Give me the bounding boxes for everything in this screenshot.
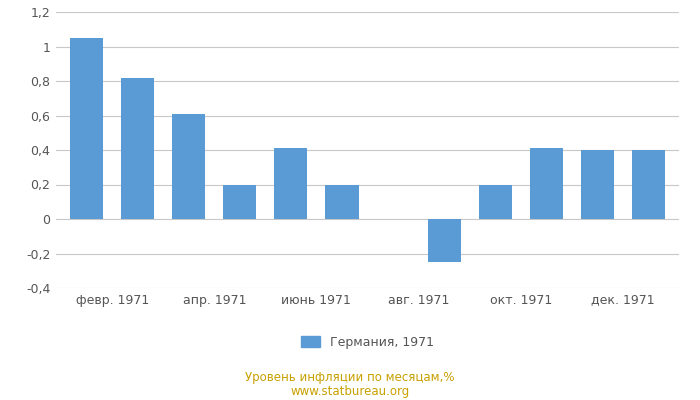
Bar: [172, 114, 205, 219]
Bar: [223, 184, 256, 219]
Bar: [274, 148, 307, 219]
Text: Уровень инфляции по месяцам,%: Уровень инфляции по месяцам,%: [245, 372, 455, 384]
Text: www.statbureau.org: www.statbureau.org: [290, 385, 410, 398]
Bar: [121, 78, 154, 219]
Bar: [428, 219, 461, 262]
Bar: [581, 150, 614, 219]
Bar: [632, 150, 665, 219]
Bar: [530, 148, 563, 219]
Legend: Германия, 1971: Германия, 1971: [301, 336, 434, 349]
Bar: [326, 184, 358, 219]
Bar: [70, 38, 103, 219]
Bar: [479, 184, 512, 219]
